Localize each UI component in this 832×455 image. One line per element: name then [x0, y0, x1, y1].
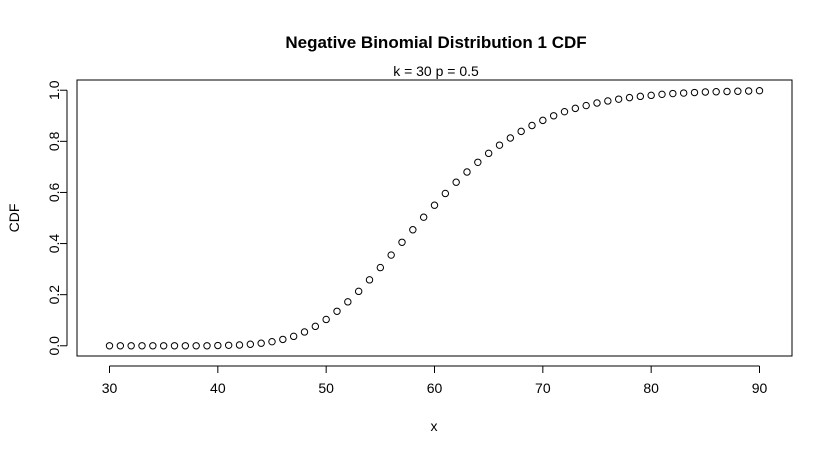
y-tick-label: 0.0: [46, 336, 62, 356]
data-point: [170, 342, 179, 350]
data-point: [279, 335, 287, 344]
y-tick-label: 0.2: [46, 285, 62, 305]
data-point: [398, 238, 406, 246]
data-point: [365, 276, 374, 284]
data-point: [214, 341, 222, 350]
y-axis-label: CDF: [6, 204, 22, 233]
data-point: [625, 93, 634, 102]
data-point: [149, 342, 157, 350]
data-point: [669, 89, 677, 98]
data-point: [734, 87, 742, 95]
data-point: [300, 328, 309, 336]
x-tick-label: 60: [427, 380, 443, 396]
data-point: [116, 342, 125, 350]
data-point: [246, 340, 255, 348]
data-point: [560, 107, 569, 116]
data-point: [387, 251, 395, 259]
data-point: [679, 89, 688, 97]
data-point: [181, 342, 190, 350]
x-tick-label: 30: [102, 380, 118, 396]
y-tick-label: 1.0: [46, 80, 62, 100]
data-point: [463, 168, 471, 176]
data-point: [235, 341, 244, 349]
x-tick-label: 40: [210, 380, 226, 396]
data-point: [441, 189, 450, 198]
x-tick-label: 70: [535, 380, 551, 396]
data-point: [224, 341, 233, 349]
y-tick-label: 0.6: [46, 183, 62, 203]
data-point: [409, 226, 417, 234]
data-point: [571, 104, 580, 113]
data-point: [159, 342, 168, 350]
data-point: [528, 121, 536, 130]
data-point: [289, 332, 298, 341]
y-tick-label: 0.8: [46, 131, 62, 151]
data-point: [593, 99, 601, 107]
data-point: [636, 92, 645, 101]
data-point: [105, 342, 114, 350]
data-point: [604, 97, 612, 105]
x-tick-label: 90: [752, 380, 768, 396]
y-tick-label: 0.4: [46, 234, 62, 254]
y-axis: 0.0 0.2 0.4 0.6 0.8 1.0: [46, 80, 68, 356]
data-point: [506, 134, 515, 142]
data-point: [138, 342, 146, 350]
x-axis-label: x: [431, 418, 438, 434]
data-points: [105, 87, 764, 350]
data-point: [419, 213, 428, 221]
data-point: [539, 116, 547, 125]
data-point: [430, 201, 439, 209]
x-tick-label: 50: [318, 380, 334, 396]
data-point: [344, 298, 352, 306]
data-point: [723, 87, 731, 96]
data-point: [322, 315, 330, 324]
data-point: [127, 342, 135, 350]
data-point: [755, 87, 764, 95]
plot-area-frame: [76, 79, 793, 357]
data-point: [582, 101, 590, 110]
data-point: [354, 287, 363, 296]
data-point: [647, 91, 655, 100]
data-point: [744, 87, 753, 95]
data-point: [474, 158, 482, 166]
data-point: [712, 88, 720, 96]
data-point: [484, 149, 493, 158]
data-point: [517, 127, 525, 136]
chart-subtitle: k = 30 p = 0.5: [393, 63, 479, 79]
chart-title: Negative Binomial Distribution 1 CDF: [285, 33, 586, 52]
data-point: [333, 307, 341, 315]
data-point: [376, 263, 385, 272]
data-point: [495, 141, 504, 149]
data-point: [311, 322, 320, 331]
data-point: [257, 339, 265, 347]
data-point: [614, 95, 623, 103]
data-point: [452, 178, 460, 186]
data-point: [203, 342, 211, 350]
data-point: [549, 112, 558, 120]
data-point: [658, 90, 666, 99]
data-point: [268, 337, 276, 346]
data-point: [690, 88, 699, 97]
x-axis: 30 40 50 60 70 80 90: [102, 365, 768, 396]
x-tick-label: 80: [643, 380, 659, 396]
data-point: [192, 342, 200, 350]
data-point: [701, 88, 710, 96]
